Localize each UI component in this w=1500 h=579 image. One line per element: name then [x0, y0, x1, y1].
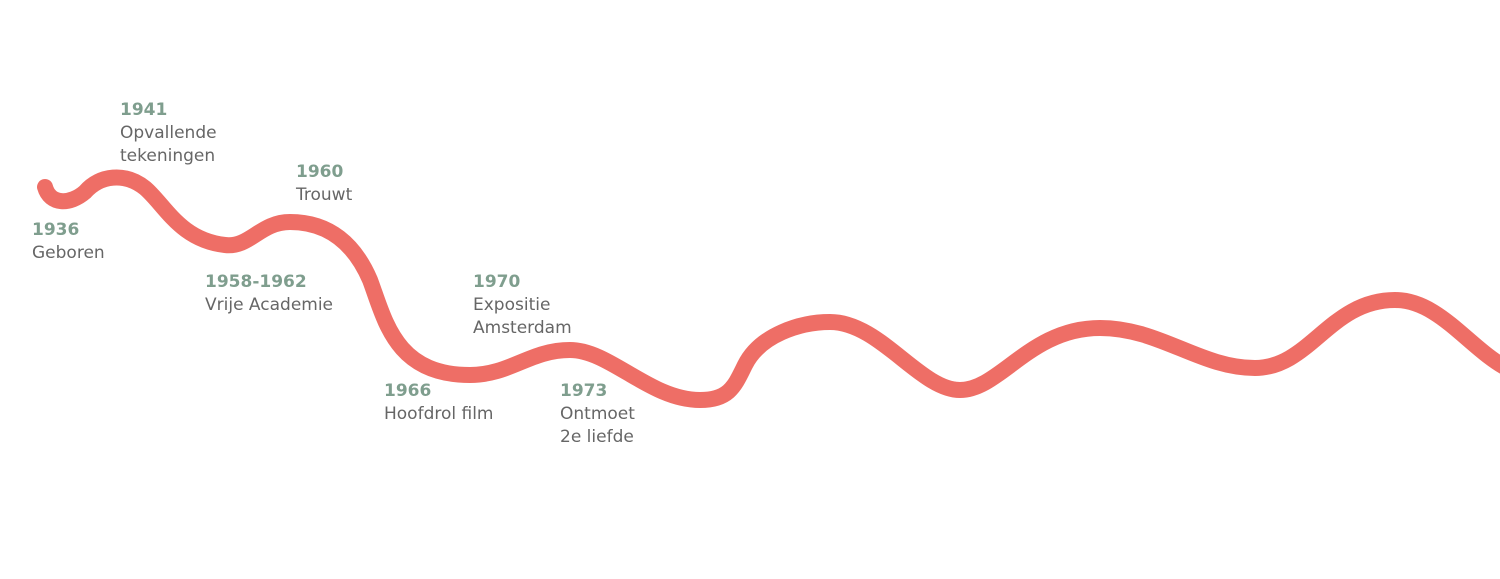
event-label: Opvallende	[120, 123, 217, 143]
event-label: Trouwt	[295, 185, 353, 205]
event-year: 1941	[120, 100, 167, 120]
event-year: 1936	[32, 220, 79, 240]
event-year: 1973	[560, 381, 607, 401]
event-year: 1960	[296, 162, 343, 182]
event-label: Hoofdrol film	[384, 404, 494, 424]
timeline-ribbon	[37, 169, 1500, 409]
event-label: Expositie	[473, 295, 550, 315]
event-label: 2e liefde	[560, 427, 634, 447]
event-label: tekeningen	[120, 146, 215, 166]
event-year: 1958-1962	[205, 272, 307, 292]
event-year: 1966	[384, 381, 431, 401]
event-year: 1970	[473, 272, 520, 292]
event-label: Geboren	[32, 243, 105, 263]
event-label: Ontmoet	[560, 404, 635, 424]
event-label: Amsterdam	[473, 318, 572, 338]
event-label: Vrije Academie	[205, 295, 333, 315]
